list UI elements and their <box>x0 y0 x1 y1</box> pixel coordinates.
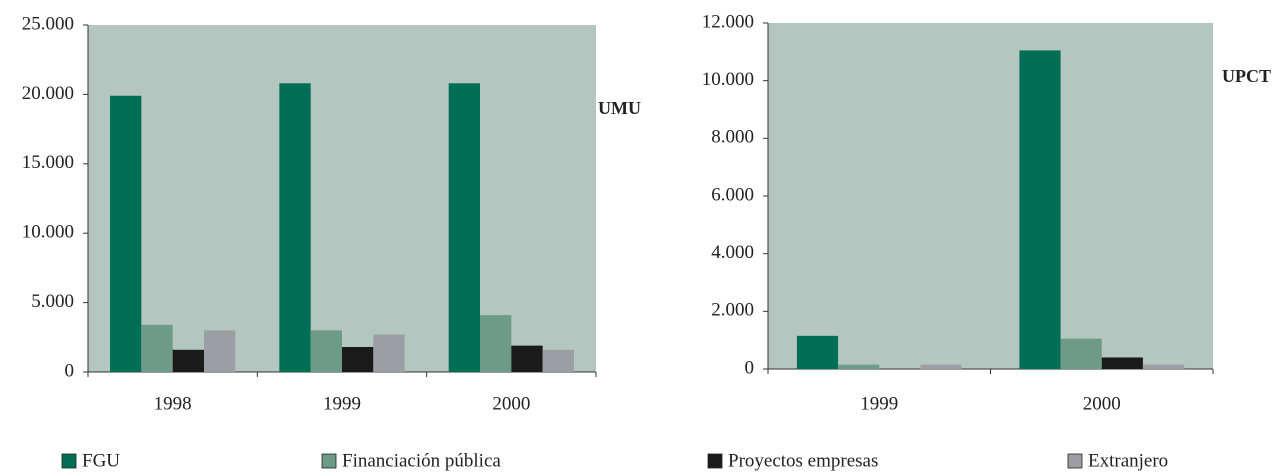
bar <box>511 345 543 372</box>
legend-label: Financiación pública <box>342 450 501 471</box>
bar <box>1101 357 1143 369</box>
bar <box>203 330 236 372</box>
bar <box>838 364 880 369</box>
x-tick-label: 1998 <box>154 393 192 414</box>
y-tick-label: 10.000 <box>22 222 74 243</box>
legend-label: Proyectos empresas <box>728 450 878 471</box>
plot-area <box>768 23 1213 369</box>
bar <box>796 335 839 369</box>
legend-swatch <box>1067 453 1083 469</box>
legend-swatch <box>707 453 723 469</box>
chart-label: UPCT <box>1222 66 1271 86</box>
y-tick-label: 6.000 <box>711 184 754 205</box>
bar <box>1060 338 1102 369</box>
y-tick-label: 2.000 <box>711 300 754 321</box>
y-tick-label: 15.000 <box>22 152 74 173</box>
legend-swatch <box>321 453 337 469</box>
bar <box>310 330 342 372</box>
legend-label: Extranjero <box>1088 450 1168 471</box>
y-tick-label: 0 <box>65 360 75 381</box>
y-tick-label: 0 <box>745 357 755 378</box>
bar <box>110 95 142 373</box>
legend-swatch <box>61 453 77 469</box>
bar <box>279 83 311 373</box>
legend-label: FGU <box>82 450 120 471</box>
y-tick-label: 5.000 <box>31 291 74 312</box>
bar <box>480 315 512 372</box>
y-tick-label: 12.000 <box>702 11 754 32</box>
bar <box>920 364 962 369</box>
bar <box>373 334 405 372</box>
y-tick-label: 25.000 <box>22 13 74 34</box>
plot-area <box>88 25 596 372</box>
bar <box>1019 50 1061 370</box>
x-tick-label: 1999 <box>860 393 898 414</box>
bar <box>342 347 374 372</box>
y-tick-label: 10.000 <box>702 69 754 90</box>
x-tick-label: 2000 <box>492 393 530 414</box>
chart-label: UMU <box>598 98 641 118</box>
bar <box>1142 364 1185 369</box>
bar <box>141 324 173 372</box>
bar <box>448 83 481 373</box>
y-tick-label: 4.000 <box>711 242 754 263</box>
bar <box>172 349 204 372</box>
y-tick-label: 20.000 <box>22 83 74 104</box>
x-tick-label: 2000 <box>1083 393 1121 414</box>
y-tick-label: 8.000 <box>711 127 754 148</box>
x-tick-label: 1999 <box>323 393 361 414</box>
bar <box>542 349 574 372</box>
